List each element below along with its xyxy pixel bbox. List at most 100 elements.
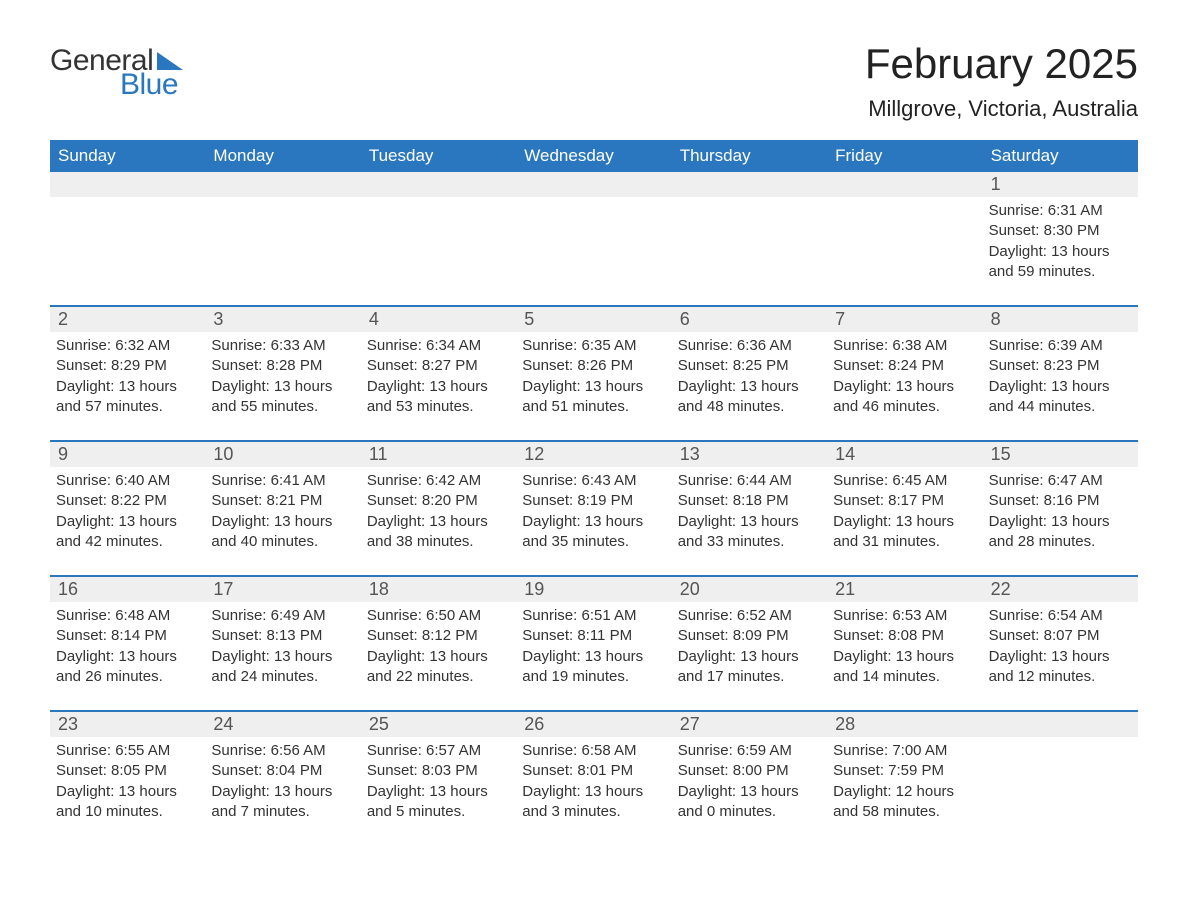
day-number: 10 [205,442,360,467]
day-cell: Sunrise: 6:59 AMSunset: 8:00 PMDaylight:… [672,737,827,827]
day-number: 12 [516,442,671,467]
day-cell: Sunrise: 6:50 AMSunset: 8:12 PMDaylight:… [361,602,516,692]
sunset-line: Sunset: 8:19 PM [522,491,663,511]
weekday-monday: Monday [205,140,360,172]
daylight-line: Daylight: 13 hours and 28 minutes. [989,512,1130,553]
day-cell: Sunrise: 6:39 AMSunset: 8:23 PMDaylight:… [983,332,1138,422]
sunrise-line: Sunrise: 6:55 AM [56,741,197,761]
sunset-line: Sunset: 8:05 PM [56,761,197,781]
sunset-line: Sunset: 8:08 PM [833,626,974,646]
weekday-tuesday: Tuesday [361,140,516,172]
sunrise-line: Sunrise: 6:43 AM [522,471,663,491]
daylight-line: Daylight: 13 hours and 26 minutes. [56,647,197,688]
weekday-saturday: Saturday [983,140,1138,172]
day-number: 3 [205,307,360,332]
daylight-line: Daylight: 13 hours and 59 minutes. [989,242,1130,283]
day-number: 15 [983,442,1138,467]
week-row: 1Sunrise: 6:31 AMSunset: 8:30 PMDaylight… [50,172,1138,287]
daylight-line: Daylight: 13 hours and 31 minutes. [833,512,974,553]
sunrise-line: Sunrise: 6:56 AM [211,741,352,761]
day-cell [361,197,516,287]
day-number: 1 [983,172,1138,197]
sunset-line: Sunset: 8:13 PM [211,626,352,646]
sunset-line: Sunset: 8:12 PM [367,626,508,646]
day-cell: Sunrise: 6:51 AMSunset: 8:11 PMDaylight:… [516,602,671,692]
sunrise-line: Sunrise: 6:39 AM [989,336,1130,356]
weekday-wednesday: Wednesday [516,140,671,172]
day-number [50,172,205,197]
daylight-line: Daylight: 13 hours and 17 minutes. [678,647,819,688]
day-cell: Sunrise: 6:34 AMSunset: 8:27 PMDaylight:… [361,332,516,422]
daylight-line: Daylight: 13 hours and 10 minutes. [56,782,197,823]
sunset-line: Sunset: 8:09 PM [678,626,819,646]
day-cell: Sunrise: 6:49 AMSunset: 8:13 PMDaylight:… [205,602,360,692]
sunset-line: Sunset: 8:21 PM [211,491,352,511]
day-number [205,172,360,197]
day-number: 21 [827,577,982,602]
day-number: 18 [361,577,516,602]
sunrise-line: Sunrise: 6:41 AM [211,471,352,491]
sunrise-line: Sunrise: 6:59 AM [678,741,819,761]
sunset-line: Sunset: 8:17 PM [833,491,974,511]
day-number: 11 [361,442,516,467]
day-cell: Sunrise: 6:56 AMSunset: 8:04 PMDaylight:… [205,737,360,827]
sunset-line: Sunset: 8:29 PM [56,356,197,376]
sunset-line: Sunset: 8:00 PM [678,761,819,781]
daylight-line: Daylight: 12 hours and 58 minutes. [833,782,974,823]
month-title: February 2025 [865,40,1138,88]
sunrise-line: Sunrise: 6:50 AM [367,606,508,626]
day-cell: Sunrise: 6:45 AMSunset: 8:17 PMDaylight:… [827,467,982,557]
sunset-line: Sunset: 8:27 PM [367,356,508,376]
day-number: 25 [361,712,516,737]
sunrise-line: Sunrise: 6:40 AM [56,471,197,491]
daylight-line: Daylight: 13 hours and 42 minutes. [56,512,197,553]
daylight-line: Daylight: 13 hours and 53 minutes. [367,377,508,418]
day-cell [516,197,671,287]
day-number: 2 [50,307,205,332]
day-number [983,712,1138,737]
sunrise-line: Sunrise: 6:44 AM [678,471,819,491]
week-row: 232425262728Sunrise: 6:55 AMSunset: 8:05… [50,710,1138,827]
calendar: SundayMondayTuesdayWednesdayThursdayFrid… [50,140,1138,827]
sunset-line: Sunset: 8:23 PM [989,356,1130,376]
day-cell: Sunrise: 6:38 AMSunset: 8:24 PMDaylight:… [827,332,982,422]
day-cell: Sunrise: 6:35 AMSunset: 8:26 PMDaylight:… [516,332,671,422]
day-number: 7 [827,307,982,332]
day-number: 5 [516,307,671,332]
sunrise-line: Sunrise: 6:42 AM [367,471,508,491]
day-cell [827,197,982,287]
sunset-line: Sunset: 8:01 PM [522,761,663,781]
daylight-line: Daylight: 13 hours and 48 minutes. [678,377,819,418]
day-cell: Sunrise: 6:58 AMSunset: 8:01 PMDaylight:… [516,737,671,827]
weekday-header-row: SundayMondayTuesdayWednesdayThursdayFrid… [50,140,1138,172]
sunset-line: Sunset: 8:28 PM [211,356,352,376]
day-cell: Sunrise: 6:40 AMSunset: 8:22 PMDaylight:… [50,467,205,557]
sunrise-line: Sunrise: 6:47 AM [989,471,1130,491]
day-number: 19 [516,577,671,602]
daylight-line: Daylight: 13 hours and 0 minutes. [678,782,819,823]
daylight-line: Daylight: 13 hours and 7 minutes. [211,782,352,823]
day-cell: Sunrise: 6:52 AMSunset: 8:09 PMDaylight:… [672,602,827,692]
day-number: 6 [672,307,827,332]
day-number: 23 [50,712,205,737]
sunrise-line: Sunrise: 6:51 AM [522,606,663,626]
day-cell: Sunrise: 6:33 AMSunset: 8:28 PMDaylight:… [205,332,360,422]
daylight-line: Daylight: 13 hours and 24 minutes. [211,647,352,688]
sunset-line: Sunset: 8:30 PM [989,221,1130,241]
daylight-line: Daylight: 13 hours and 51 minutes. [522,377,663,418]
day-number: 28 [827,712,982,737]
day-body-strip: Sunrise: 6:55 AMSunset: 8:05 PMDaylight:… [50,737,1138,827]
day-cell: Sunrise: 6:53 AMSunset: 8:08 PMDaylight:… [827,602,982,692]
day-cell: Sunrise: 6:48 AMSunset: 8:14 PMDaylight:… [50,602,205,692]
day-number [516,172,671,197]
daylight-line: Daylight: 13 hours and 35 minutes. [522,512,663,553]
week-row: 16171819202122Sunrise: 6:48 AMSunset: 8:… [50,575,1138,692]
sunrise-line: Sunrise: 6:34 AM [367,336,508,356]
daylight-line: Daylight: 13 hours and 46 minutes. [833,377,974,418]
day-number: 13 [672,442,827,467]
daylight-line: Daylight: 13 hours and 40 minutes. [211,512,352,553]
sunrise-line: Sunrise: 7:00 AM [833,741,974,761]
day-cell: Sunrise: 6:43 AMSunset: 8:19 PMDaylight:… [516,467,671,557]
day-number: 26 [516,712,671,737]
day-cell: Sunrise: 7:00 AMSunset: 7:59 PMDaylight:… [827,737,982,827]
